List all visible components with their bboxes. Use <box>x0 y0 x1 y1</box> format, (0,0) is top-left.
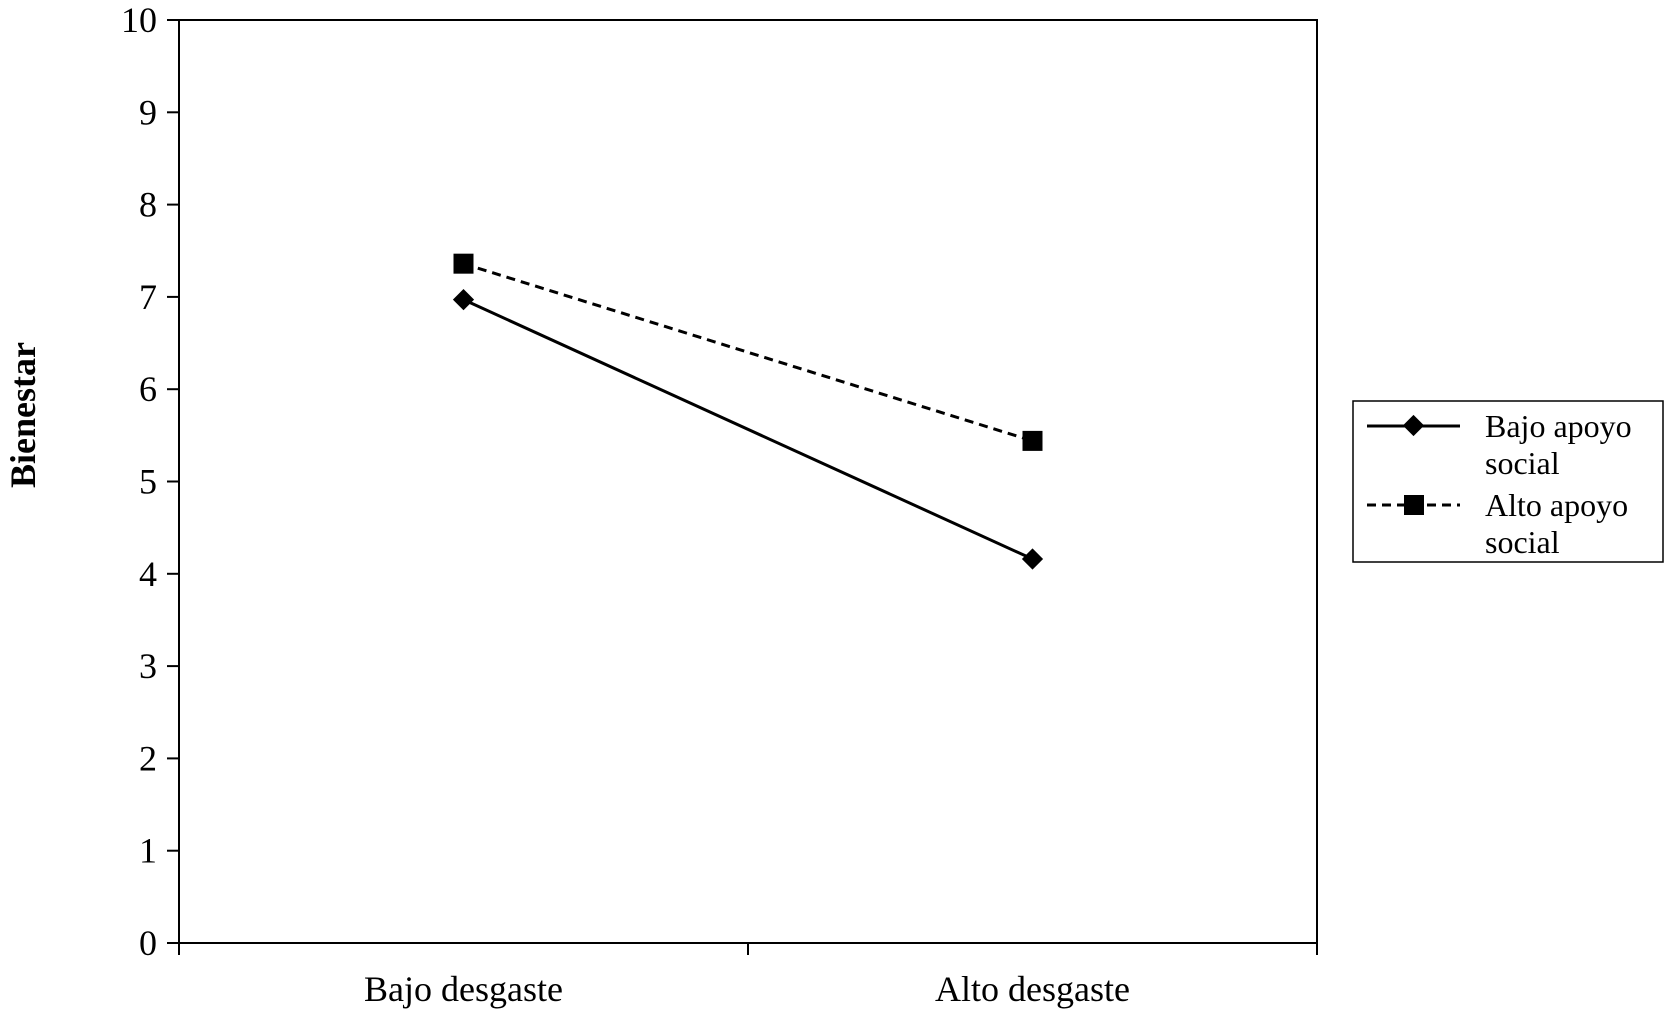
legend-marker-diamond <box>1402 414 1425 437</box>
y-tick-label: 10 <box>121 0 157 40</box>
legend-label-alto-apoyo-line2: social <box>1485 524 1560 560</box>
data-point-diamond <box>452 289 475 311</box>
y-axis-title: Bienestar <box>3 342 43 488</box>
legend-marker-square <box>1404 495 1424 515</box>
y-tick-label: 7 <box>139 277 157 317</box>
y-tick-label: 1 <box>139 831 157 871</box>
legend: Bajo apoyo social Alto apoyo social <box>1352 400 1664 563</box>
legend-label-bajo-apoyo-line2: social <box>1485 445 1560 481</box>
y-tick-label: 8 <box>139 185 157 225</box>
y-tick-label: 0 <box>139 923 157 963</box>
x-tick-label: Bajo desgaste <box>364 969 563 1009</box>
y-tick-label: 2 <box>139 738 157 778</box>
y-tick-label: 6 <box>139 369 157 409</box>
legend-label-bajo-apoyo-line1: Bajo apoyo <box>1485 408 1632 444</box>
y-tick-label: 5 <box>139 462 157 502</box>
y-axis: 0 1 2 3 4 5 6 7 8 9 10 <box>121 0 179 963</box>
series-line-bajo-apoyo <box>462 298 1034 561</box>
data-point-square <box>453 253 474 274</box>
y-tick-label: 3 <box>139 646 157 686</box>
data-point-square <box>1022 430 1043 451</box>
y-tick-label: 4 <box>139 554 157 594</box>
plot-area-frame <box>178 19 1318 944</box>
series-line-alto-apoyo <box>463 262 1033 443</box>
x-tick-label: Alto desgaste <box>935 969 1130 1009</box>
data-point-diamond <box>1021 548 1044 570</box>
series-layer <box>452 253 1044 570</box>
legend-label-alto-apoyo-line1: Alto apoyo <box>1485 487 1628 523</box>
x-axis: Bajo desgaste Alto desgaste <box>178 943 1318 1009</box>
legend-box <box>1352 400 1664 563</box>
y-tick-label: 9 <box>139 92 157 132</box>
